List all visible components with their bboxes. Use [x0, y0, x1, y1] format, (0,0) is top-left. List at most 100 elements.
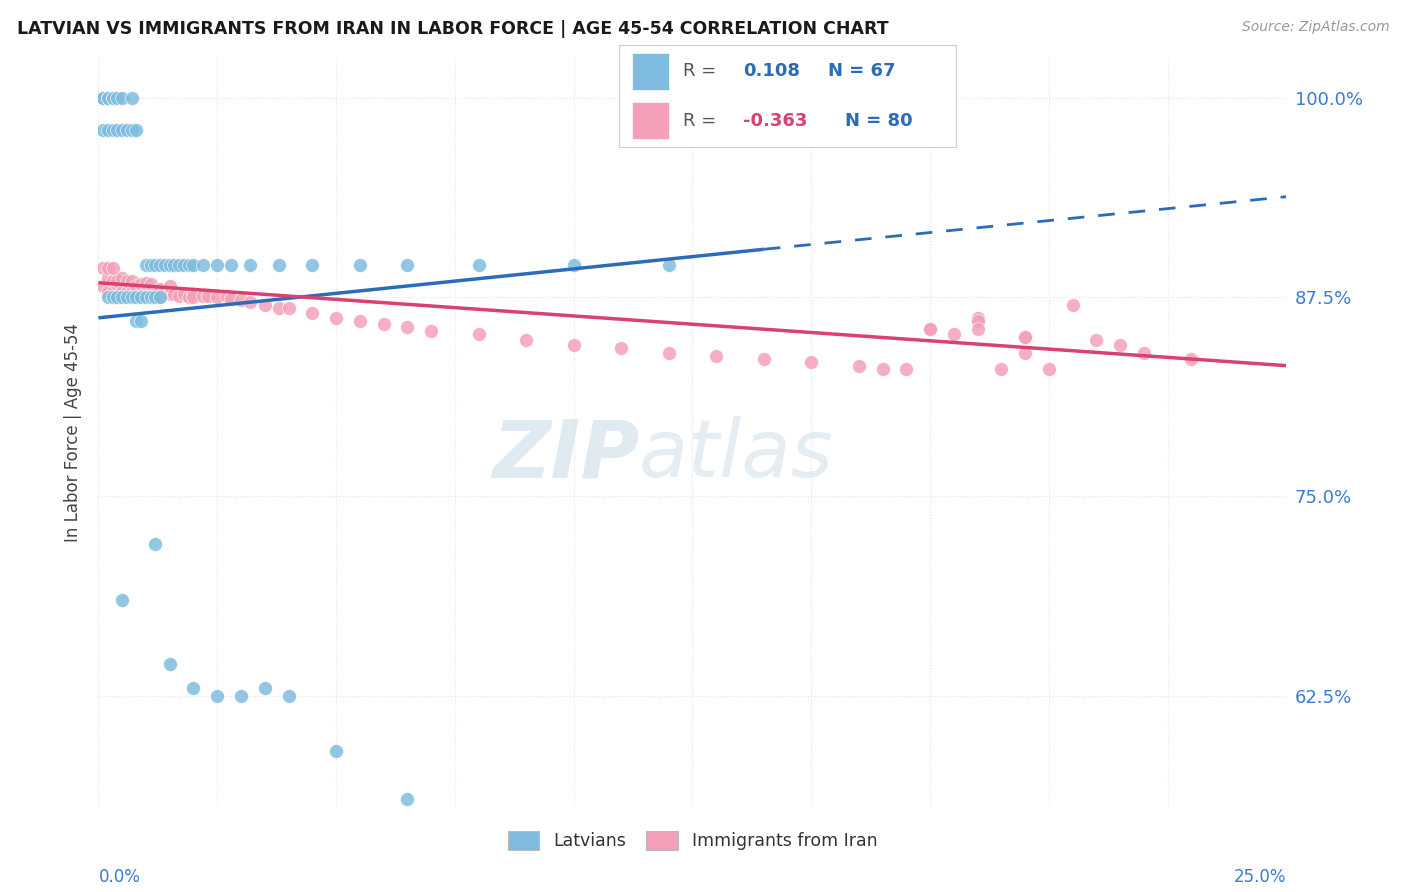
Point	[990, 362, 1012, 376]
Point	[159, 287, 181, 301]
FancyBboxPatch shape	[633, 53, 669, 90]
Point	[191, 258, 214, 272]
Point	[966, 322, 988, 336]
Point	[920, 322, 942, 336]
Point	[420, 324, 443, 338]
Point	[396, 320, 419, 334]
Point	[101, 290, 124, 304]
Point	[129, 290, 152, 304]
Point	[129, 277, 152, 292]
Point	[139, 258, 162, 272]
Point	[1014, 330, 1036, 344]
Text: R =: R =	[683, 62, 721, 80]
Point	[129, 314, 152, 328]
Point	[125, 122, 148, 136]
Point	[97, 285, 120, 300]
Point	[97, 271, 120, 285]
Point	[515, 333, 537, 347]
Point	[396, 792, 419, 806]
Point	[800, 355, 823, 369]
Point	[115, 290, 138, 304]
Text: Source: ZipAtlas.com: Source: ZipAtlas.com	[1241, 20, 1389, 34]
Text: atlas: atlas	[638, 416, 834, 494]
Text: 25.0%: 25.0%	[1234, 868, 1286, 886]
Point	[396, 258, 419, 272]
Point	[373, 317, 395, 331]
Point	[467, 326, 489, 341]
Point	[107, 290, 129, 304]
Point	[153, 258, 176, 272]
Point	[107, 277, 129, 292]
Point	[91, 91, 114, 105]
Point	[325, 744, 347, 758]
Point	[145, 258, 167, 272]
Point	[91, 122, 114, 136]
Point	[91, 91, 114, 105]
Point	[111, 271, 134, 285]
Point	[111, 593, 134, 607]
Point	[229, 293, 252, 308]
Text: N = 67: N = 67	[828, 62, 896, 80]
Text: N = 80: N = 80	[845, 112, 912, 129]
Point	[1038, 362, 1060, 376]
Point	[253, 298, 276, 312]
Point	[752, 352, 775, 367]
Text: -0.363: -0.363	[744, 112, 808, 129]
FancyBboxPatch shape	[633, 102, 669, 139]
Point	[215, 288, 238, 302]
Point	[107, 274, 129, 288]
Point	[966, 310, 988, 325]
Point	[135, 285, 157, 300]
Point	[197, 288, 219, 302]
Point	[145, 537, 167, 551]
Point	[207, 290, 229, 304]
Point	[349, 258, 371, 272]
Point	[101, 91, 124, 105]
Point	[101, 261, 124, 276]
Point	[1085, 333, 1108, 347]
Point	[145, 290, 167, 304]
Point	[183, 258, 205, 272]
Point	[115, 122, 138, 136]
Point	[183, 681, 205, 695]
Point	[229, 689, 252, 703]
Text: 0.0%: 0.0%	[98, 868, 141, 886]
Point	[159, 258, 181, 272]
Point	[349, 314, 371, 328]
Point	[149, 282, 172, 296]
Point	[325, 310, 347, 325]
Text: 0.108: 0.108	[744, 62, 800, 80]
Point	[135, 290, 157, 304]
Point	[1133, 346, 1156, 360]
Point	[207, 689, 229, 703]
Point	[153, 284, 176, 298]
Point	[1109, 338, 1132, 352]
Point	[125, 314, 148, 328]
Point	[101, 274, 124, 288]
Point	[139, 287, 162, 301]
Point	[159, 657, 181, 671]
Point	[467, 258, 489, 272]
Point	[253, 681, 276, 695]
Point	[125, 285, 148, 300]
Point	[159, 279, 181, 293]
Point	[896, 362, 918, 376]
Point	[1062, 298, 1084, 312]
Point	[267, 301, 290, 316]
Point	[301, 306, 323, 320]
Point	[121, 122, 143, 136]
Point	[183, 290, 205, 304]
Point	[97, 91, 120, 105]
Text: ZIP: ZIP	[492, 416, 638, 494]
Point	[191, 288, 214, 302]
Point	[221, 258, 243, 272]
Point	[135, 276, 157, 290]
Point	[920, 322, 942, 336]
Point	[267, 258, 290, 272]
Point	[277, 689, 299, 703]
Point	[97, 122, 120, 136]
Point	[121, 285, 143, 300]
Point	[139, 290, 162, 304]
Point	[135, 258, 157, 272]
Point	[121, 91, 143, 105]
